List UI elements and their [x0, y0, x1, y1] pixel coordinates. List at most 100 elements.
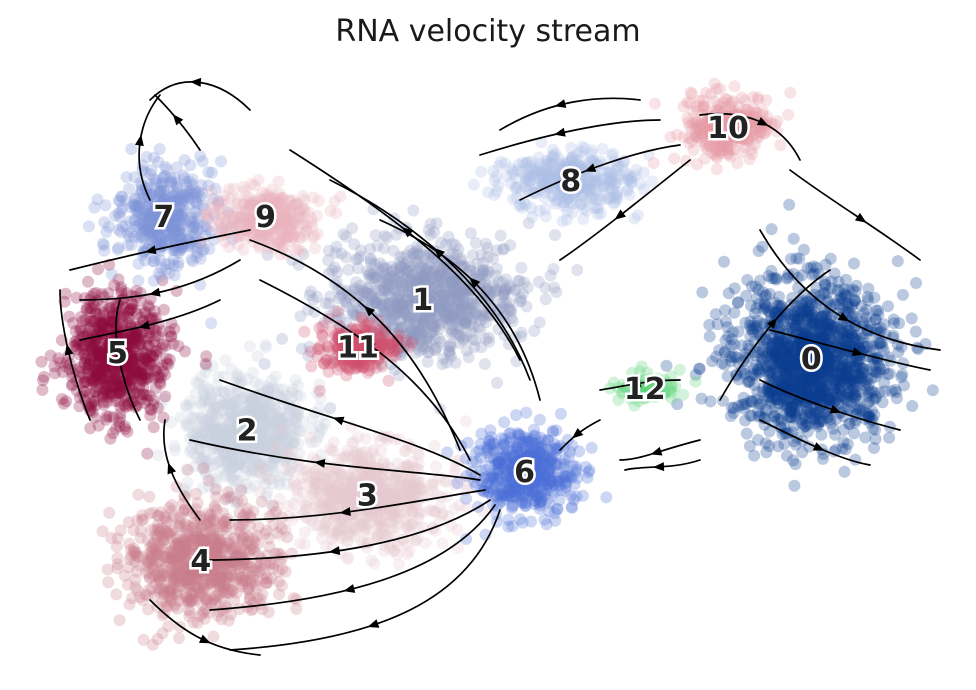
cell-point-cluster-0 [798, 333, 811, 346]
cell-point-cluster-0 [801, 384, 814, 397]
cell-point-cluster-0 [813, 361, 826, 374]
cell-point-cluster-0 [807, 317, 820, 330]
cell-point-cluster-0 [780, 360, 793, 373]
cell-point-cluster-0 [829, 351, 842, 364]
cell-point-cluster-0 [741, 375, 754, 388]
cell-point-cluster-0 [822, 357, 835, 370]
cell-point-cluster-0 [790, 252, 803, 265]
cell-point-cluster-0 [788, 300, 801, 312]
cell-point-cluster-1 [571, 264, 584, 276]
cell-point-cluster-0 [810, 311, 822, 324]
cell-point-cluster-1 [453, 322, 466, 335]
cell-point-cluster-5 [38, 370, 50, 383]
cell-point-cluster-0 [810, 368, 823, 381]
cell-point-cluster-1 [515, 261, 528, 274]
cell-point-cluster-0 [885, 385, 898, 398]
cell-point-cluster-0 [820, 316, 833, 329]
cell-point-cluster-4 [211, 591, 224, 603]
cell-point-cluster-0 [816, 452, 829, 465]
cell-point-cluster-5 [92, 263, 104, 276]
cell-point-cluster-0 [738, 368, 751, 380]
cell-point-cluster-0 [732, 296, 745, 309]
cell-point-cluster-4 [246, 603, 259, 615]
cell-point-cluster-0 [722, 287, 735, 300]
cell-point-cluster-0 [742, 339, 755, 352]
cell-point-cluster-4 [151, 633, 164, 646]
cell-point-cluster-0 [814, 367, 827, 380]
cell-point-cluster-4 [263, 510, 276, 523]
cell-point-cluster-0 [767, 370, 780, 383]
cell-point-cluster-4 [134, 531, 147, 544]
cell-point-cluster-0 [770, 368, 783, 381]
cell-point-cluster-0 [745, 299, 757, 312]
cell-point-cluster-0 [751, 386, 764, 398]
cell-point-cluster-3 [427, 478, 440, 491]
cell-point-cluster-0 [773, 397, 786, 410]
cell-point-cluster-0 [756, 333, 769, 346]
cell-point-cluster-3 [262, 473, 275, 486]
cell-point-cluster-4 [234, 541, 247, 554]
cell-point-cluster-2 [244, 392, 257, 405]
cell-point-cluster-1 [460, 297, 473, 310]
cell-point-cluster-0 [821, 347, 834, 360]
cell-point-cluster-0 [807, 372, 820, 384]
cell-point-cluster-3 [298, 478, 311, 491]
cell-point-cluster-4 [198, 529, 210, 542]
cell-point-cluster-2 [297, 415, 310, 428]
cell-point-cluster-3 [377, 456, 390, 469]
cell-point-cluster-0 [785, 335, 798, 348]
cell-point-cluster-0 [763, 384, 776, 397]
cell-point-cluster-4 [229, 572, 242, 585]
cell-point-cluster-0 [706, 355, 719, 368]
cell-point-cluster-0 [770, 273, 783, 286]
cell-point-cluster-0 [882, 300, 894, 313]
cell-point-cluster-0 [744, 330, 757, 343]
cell-point-cluster-3 [321, 521, 334, 533]
cell-point-cluster-0 [789, 319, 802, 332]
cell-point-cluster-0 [836, 302, 849, 315]
cell-point-cluster-0 [788, 479, 801, 492]
cell-point-cluster-0 [823, 353, 836, 366]
cell-point-cluster-1 [394, 265, 407, 278]
cell-point-cluster-0 [782, 339, 795, 352]
cell-point-cluster-4 [189, 487, 202, 500]
cell-point-cluster-4 [207, 630, 220, 643]
cell-point-cluster-0 [739, 414, 752, 427]
cell-point-cluster-3 [309, 483, 322, 496]
cell-point-cluster-0 [804, 353, 817, 366]
cell-point-cluster-0 [796, 446, 809, 459]
cell-point-cluster-4 [111, 562, 124, 575]
cell-point-cluster-0 [752, 283, 765, 296]
cell-point-cluster-4 [137, 633, 150, 646]
cell-point-cluster-0 [848, 376, 861, 389]
cell-point-cluster-5 [141, 447, 154, 460]
cell-point-cluster-1 [404, 259, 417, 272]
cell-point-cluster-2 [168, 440, 181, 453]
cell-point-cluster-0 [814, 386, 827, 399]
cell-point-cluster-0 [874, 337, 887, 350]
cell-point-cluster-0 [831, 336, 844, 349]
cell-point-cluster-0 [822, 354, 835, 367]
cell-point-cluster-0 [771, 370, 784, 383]
cell-point-cluster-0 [756, 240, 769, 253]
cell-point-cluster-0 [869, 392, 882, 405]
cell-point-cluster-3 [288, 480, 301, 493]
cell-point-cluster-0 [759, 365, 772, 377]
cell-point-cluster-0 [746, 323, 759, 336]
cell-point-cluster-0 [841, 369, 854, 382]
cell-point-cluster-3 [429, 460, 442, 473]
cell-point-cluster-0 [842, 358, 854, 371]
cell-point-cluster-0 [761, 347, 774, 360]
cell-point-cluster-0 [823, 318, 835, 331]
cell-point-cluster-5 [70, 291, 83, 304]
cell-point-cluster-0 [832, 294, 845, 307]
cell-point-cluster-1 [478, 358, 491, 370]
cell-point-cluster-0 [791, 396, 803, 409]
cell-point-cluster-0 [795, 339, 808, 352]
cell-point-cluster-0 [803, 306, 816, 318]
cell-point-cluster-3 [347, 435, 360, 448]
cell-point-cluster-0 [774, 351, 787, 364]
cell-point-cluster-3 [304, 431, 316, 444]
cell-point-cluster-0 [808, 372, 821, 385]
